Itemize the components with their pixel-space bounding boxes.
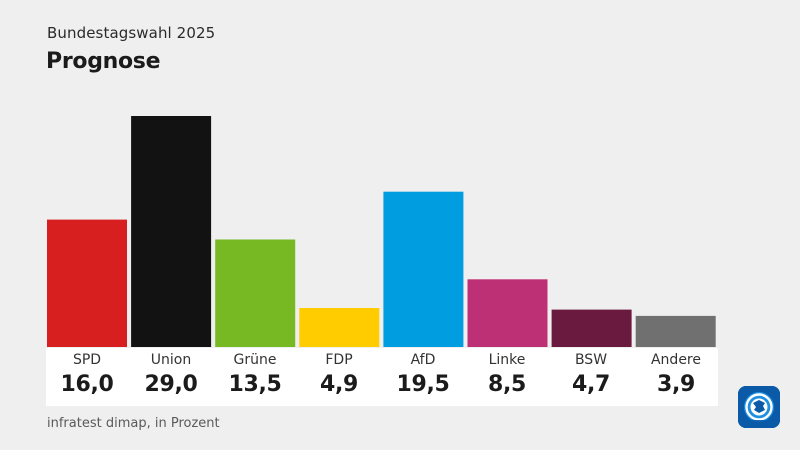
value-label: 4,9 <box>319 372 359 397</box>
bar-linke <box>467 279 548 347</box>
source-note: infratest dimap, in Prozent <box>47 416 220 431</box>
bar-bsw <box>551 309 632 347</box>
value-label: 4,7 <box>571 372 611 397</box>
category-label: BSW <box>574 352 608 368</box>
bar-grüne <box>215 239 296 347</box>
category-label: Linke <box>488 352 526 368</box>
value-label: 19,5 <box>396 372 450 397</box>
value-label: 29,0 <box>144 372 198 397</box>
bar-spd <box>47 219 127 347</box>
category-label: Union <box>150 352 192 368</box>
value-label: 3,9 <box>656 372 696 397</box>
value-label: 8,5 <box>487 372 527 397</box>
bar-fdp <box>299 308 380 347</box>
category-label: AfD <box>410 352 436 368</box>
bar-andere <box>635 315 716 347</box>
bar-union <box>131 116 212 347</box>
label-panel <box>46 348 718 406</box>
category-label: FDP <box>325 352 353 368</box>
category-label: SPD <box>72 352 102 368</box>
chart-supertitle: Bundestagswahl 2025 <box>47 24 216 42</box>
chart-title: Prognose <box>46 49 161 74</box>
category-label: Andere <box>650 352 701 368</box>
value-label: 13,5 <box>228 372 282 397</box>
category-label: Grüne <box>233 352 277 368</box>
ard-tagesschau-logo-icon <box>738 386 780 428</box>
value-label: 16,0 <box>60 372 114 397</box>
bar-afd <box>383 191 464 347</box>
